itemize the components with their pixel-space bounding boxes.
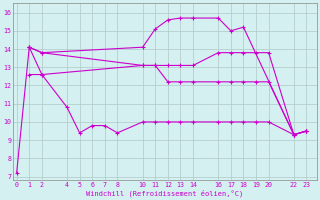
X-axis label: Windchill (Refroidissement éolien,°C): Windchill (Refroidissement éolien,°C) xyxy=(86,189,243,197)
